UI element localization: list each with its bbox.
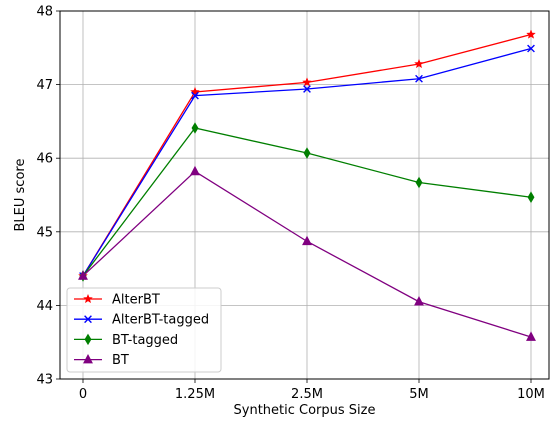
series-point bbox=[191, 91, 199, 100]
x-axis-ticks: 0 1.25M 2.5M 5M 10M bbox=[79, 379, 545, 402]
series-bt bbox=[78, 165, 536, 341]
y-tick-label: 48 bbox=[36, 5, 53, 20]
y-tick-label: 47 bbox=[36, 78, 53, 93]
series-point bbox=[191, 122, 199, 134]
legend-label: BT bbox=[112, 353, 129, 368]
legend-item: AlterBT bbox=[74, 293, 160, 308]
legend-label: BT-tagged bbox=[112, 333, 178, 348]
legend-item: BT bbox=[74, 353, 129, 368]
legend-label: AlterBT bbox=[112, 293, 160, 308]
y-tick-label: 44 bbox=[36, 299, 53, 314]
series-point bbox=[527, 44, 535, 53]
y-tick-label: 46 bbox=[36, 152, 53, 167]
legend-item: AlterBT-tagged bbox=[74, 313, 209, 328]
y-tick-label: 43 bbox=[36, 373, 53, 388]
series-point bbox=[83, 293, 93, 304]
series-point bbox=[78, 270, 88, 280]
x-tick-label: 5M bbox=[409, 387, 429, 402]
series-point bbox=[526, 331, 536, 341]
series-point bbox=[526, 29, 536, 39]
series-point bbox=[84, 333, 92, 346]
y-axis-ticks: 43 44 45 46 47 48 bbox=[36, 5, 60, 388]
series-point bbox=[415, 74, 423, 83]
series-point bbox=[414, 58, 424, 69]
y-axis-label: BLEU score bbox=[13, 159, 28, 232]
plot-frame bbox=[59, 10, 550, 380]
legend-item: BT-tagged bbox=[74, 333, 178, 348]
x-tick-label: 1.25M bbox=[175, 387, 215, 402]
legend: AlterBT AlterBT-tagged BT-tagged BT bbox=[66, 287, 222, 373]
x-axis-label: Synthetic Corpus Size bbox=[234, 403, 376, 418]
series-point bbox=[302, 77, 312, 87]
legend-label: AlterBT-tagged bbox=[112, 313, 209, 328]
x-tick-label: 0 bbox=[79, 387, 87, 402]
series-point bbox=[190, 165, 200, 176]
series-point bbox=[83, 353, 93, 364]
y-tick-label: 45 bbox=[36, 225, 53, 240]
series-point bbox=[84, 315, 92, 324]
x-tick-label: 2.5M bbox=[291, 387, 323, 402]
series-point bbox=[303, 85, 311, 93]
series-point bbox=[302, 235, 312, 246]
series-point bbox=[414, 296, 424, 306]
series-point bbox=[527, 191, 535, 203]
x-tick-label: 10M bbox=[517, 387, 545, 402]
series-bt-tagged bbox=[79, 122, 535, 282]
series-lines bbox=[78, 29, 536, 341]
series-point bbox=[415, 176, 423, 189]
series-alterbt bbox=[78, 29, 536, 281]
legend-box bbox=[66, 287, 222, 373]
series-point bbox=[303, 147, 311, 159]
series-point bbox=[190, 86, 200, 97]
